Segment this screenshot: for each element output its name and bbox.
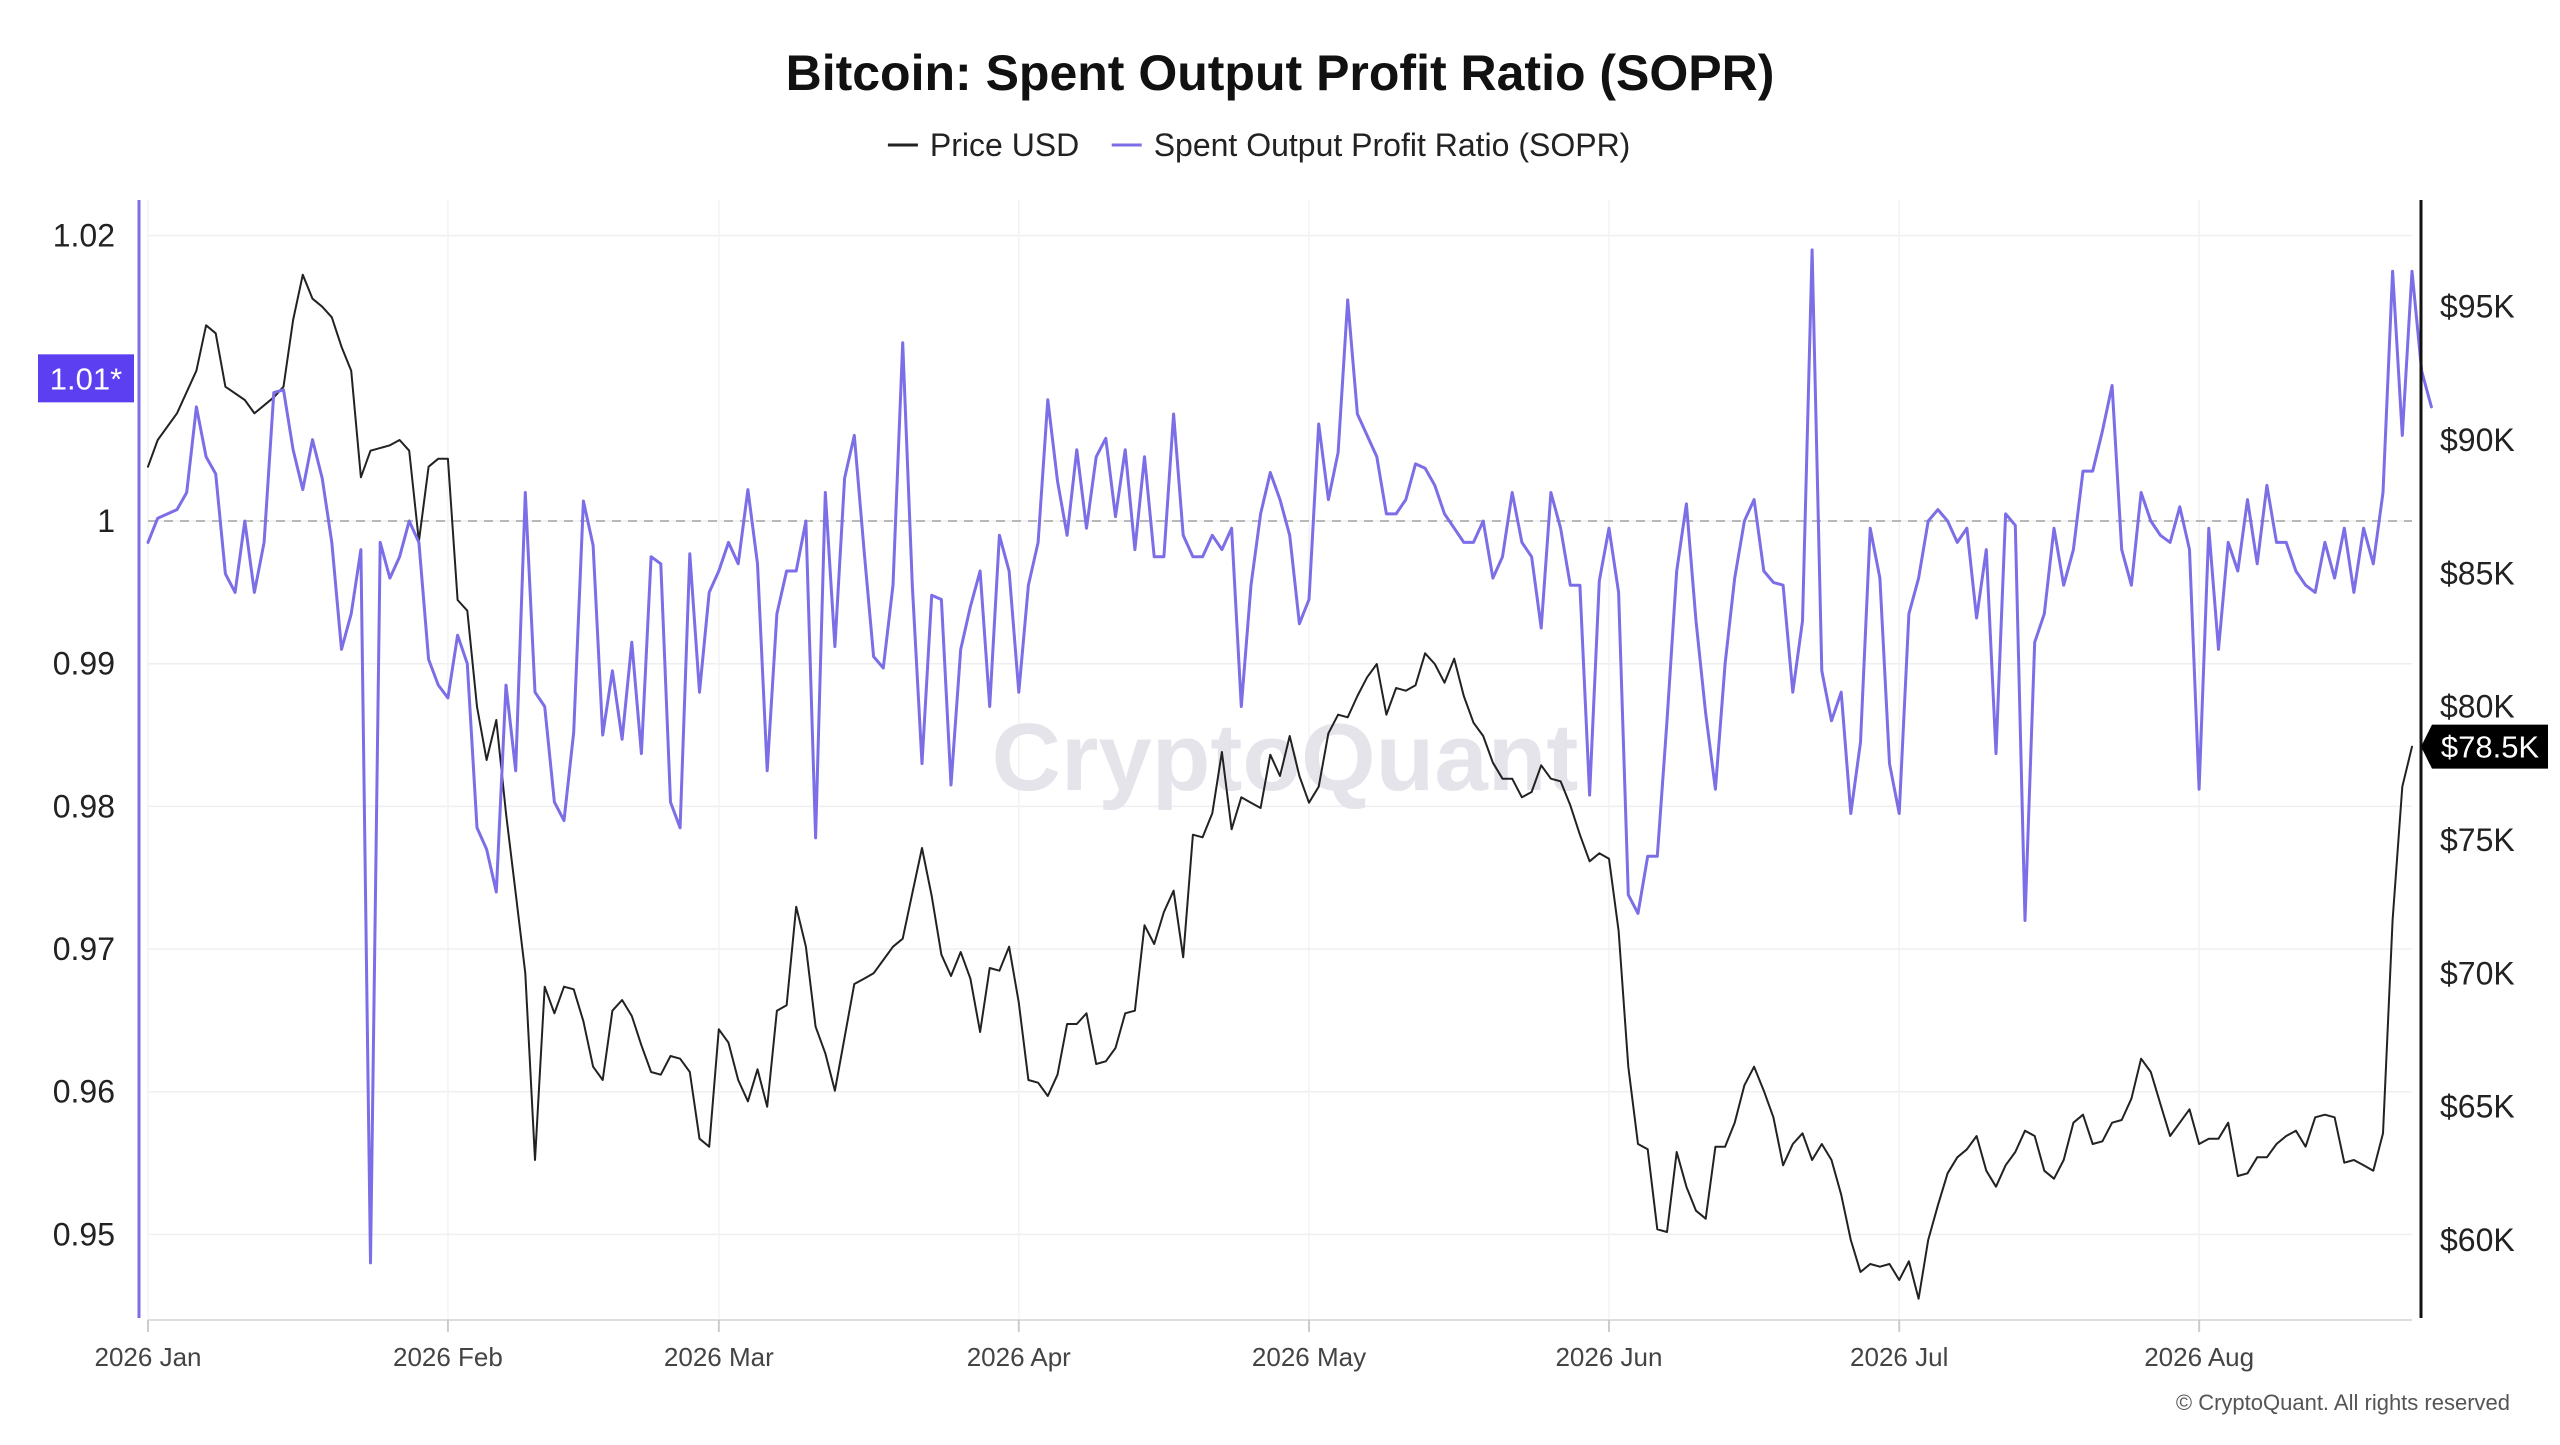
y-right-tick-label: $60K bbox=[2440, 1222, 2515, 1258]
y-right-tick-label: $90K bbox=[2440, 422, 2515, 458]
legend-item[interactable]: Price USD bbox=[887, 127, 1079, 163]
price-current-marker bbox=[2421, 724, 2548, 769]
legend[interactable]: Price USD Spent Output Profit Ratio (SOPR… bbox=[887, 127, 1631, 163]
series-layer bbox=[146, 248, 2433, 1300]
y-right-tick-label: $95K bbox=[2440, 289, 2515, 325]
x-tick-label: 2026 May bbox=[1252, 1342, 1366, 1372]
legend-label: Spent Output Profit Ratio (SOPR) bbox=[1154, 127, 1631, 163]
y-left-tick-label: 1.02 bbox=[53, 218, 115, 254]
x-tick-label: 2026 Feb bbox=[393, 1342, 503, 1372]
y-left-tick-label: 0.96 bbox=[53, 1074, 115, 1110]
grid-lines bbox=[147, 200, 2412, 1320]
series-line-price bbox=[147, 273, 2413, 1300]
y-left-tick-label: 0.99 bbox=[53, 646, 115, 682]
y-right-tick-label: $80K bbox=[2440, 689, 2515, 725]
x-tick-label: 2026 Mar bbox=[664, 1342, 774, 1372]
y-left-tick-label: 0.97 bbox=[53, 931, 115, 967]
legend-item[interactable]: Spent Output Profit Ratio (SOPR) bbox=[1111, 127, 1631, 163]
y-right-tick-label: $70K bbox=[2440, 955, 2515, 991]
y-left-tick-label: 1 bbox=[97, 503, 115, 539]
y-right-tick-label: $85K bbox=[2440, 555, 2515, 591]
x-tick-label: 2026 Aug bbox=[2144, 1342, 2254, 1372]
x-tick-label: 2026 Jul bbox=[1850, 1342, 1948, 1372]
y-left-tick-label: 0.98 bbox=[53, 788, 115, 824]
x-tick-label: 2026 Jun bbox=[1555, 1342, 1662, 1372]
current-value-markers: 1.01* $78.5K bbox=[38, 354, 2548, 769]
copyright-notice: © CryptoQuant. All rights reserved bbox=[2176, 1390, 2510, 1415]
sopr-current-label: 1.01* bbox=[50, 361, 122, 396]
price-current-label: $78.5K bbox=[2441, 730, 2540, 765]
y-right-tick-label: $65K bbox=[2440, 1089, 2515, 1125]
x-tick-label: 2026 Apr bbox=[967, 1342, 1071, 1372]
x-tick-label: 2026 Jan bbox=[95, 1342, 202, 1372]
sopr-current-marker bbox=[38, 354, 134, 403]
legend-label: Price USD bbox=[930, 127, 1079, 163]
chart-title: Bitcoin: Spent Output Profit Ratio (SOPR… bbox=[786, 45, 1775, 101]
series-line-sopr bbox=[146, 248, 2433, 1265]
y-left-tick-label: 0.95 bbox=[53, 1216, 115, 1252]
y-right-tick-label: $75K bbox=[2440, 822, 2515, 858]
axes: 0.95 0.96 0.97 0.98 0.99 1 1.02 $60K $65K $70K $75… bbox=[53, 200, 2515, 1372]
